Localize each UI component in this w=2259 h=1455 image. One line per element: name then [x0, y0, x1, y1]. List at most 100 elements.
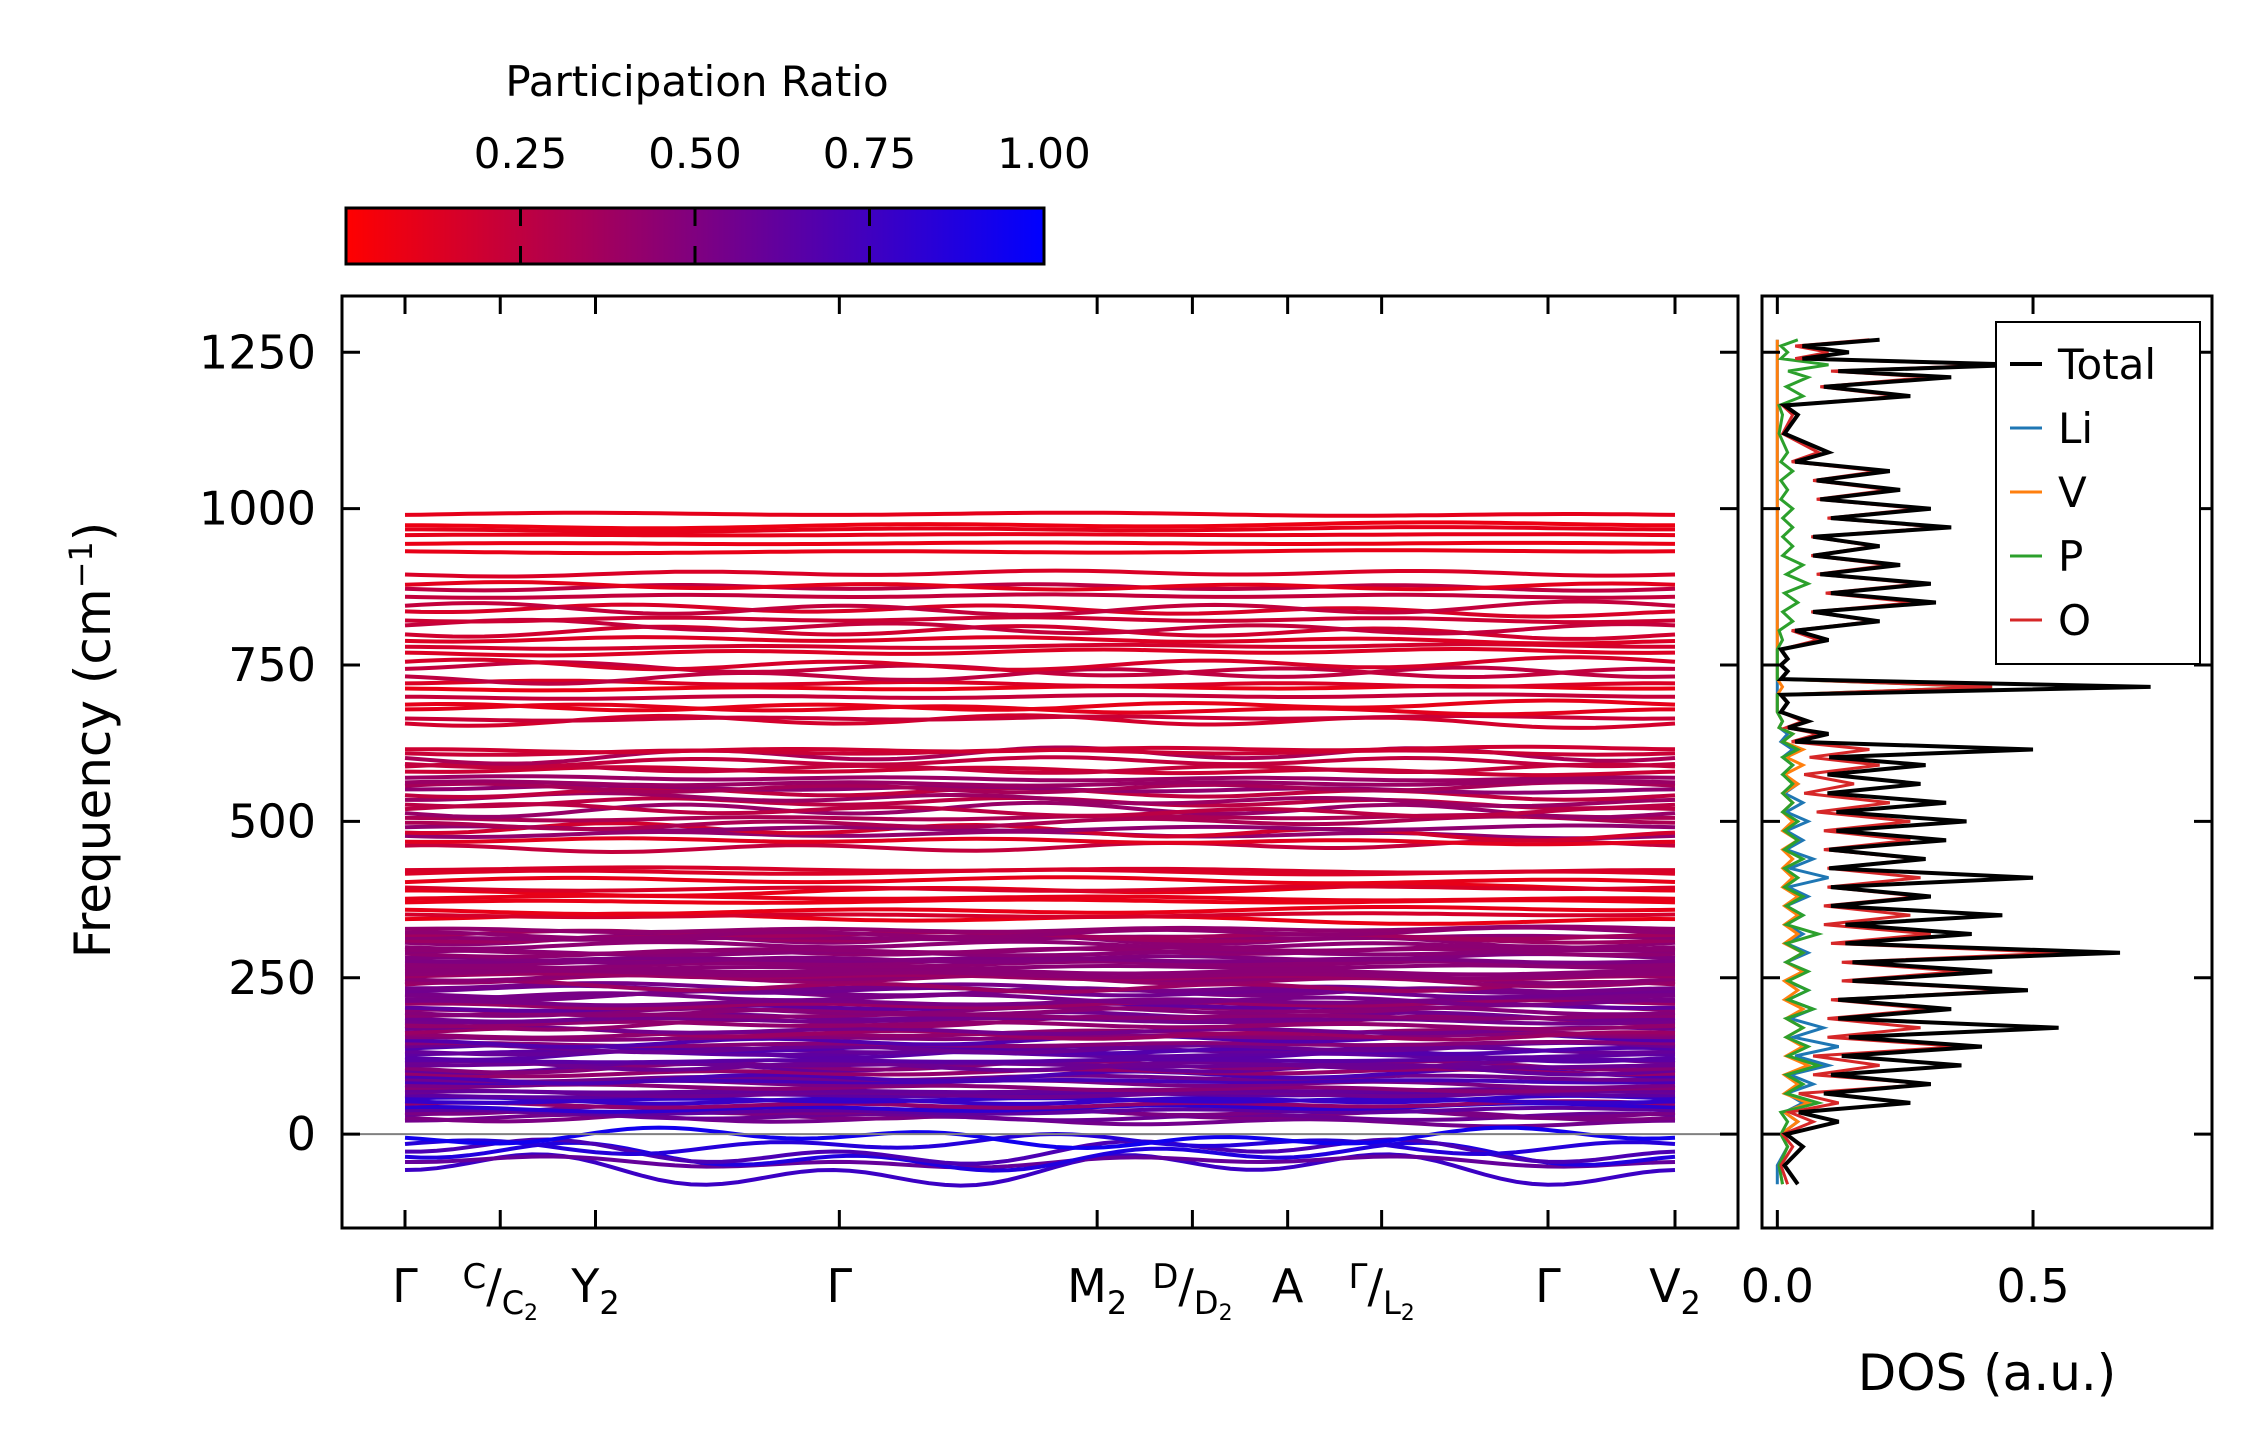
- kpath-label-sub: 2: [1401, 1301, 1415, 1326]
- y-tick-label: 1250: [199, 325, 316, 379]
- phonon-band: [405, 1154, 1676, 1170]
- phonon-band: [404, 802, 1676, 819]
- phonon-band: [404, 1003, 1676, 1018]
- dos-legend: Total Li VPO: [1995, 321, 2201, 665]
- phonon-band: [404, 865, 1675, 875]
- kpath-label-main: Γ: [1535, 1259, 1561, 1313]
- kpath-label-main: Y: [570, 1259, 600, 1313]
- dos-panel: 0.0 0.5 DOS (a.u.) Total Li VPO: [1741, 294, 2214, 1402]
- phonon-band: [404, 755, 1676, 770]
- kpath-label-upper: Γ: [1348, 1257, 1367, 1297]
- kpath-label-main: Γ: [392, 1259, 418, 1313]
- phonon-band: [404, 714, 1676, 723]
- dos-x-ticks: 0.0 0.5: [1741, 296, 2070, 1313]
- dos-curve-total: [1776, 337, 2151, 1186]
- phonon-band: [404, 875, 1676, 886]
- kpath-label-slash: /: [1178, 1259, 1194, 1313]
- phonon-band: [404, 692, 1675, 701]
- phonon-bands: [404, 510, 1676, 1188]
- legend-label: V: [2058, 468, 2087, 517]
- kpath-label-sub: 2: [1681, 1284, 1701, 1322]
- kpath-label-lower: D: [1194, 1284, 1219, 1322]
- legend-label: Total: [2057, 340, 2156, 389]
- dos-x-tick-label: 0.0: [1741, 1259, 1814, 1313]
- kpath-label: D/D2: [1152, 1257, 1232, 1326]
- y-tick-label: 1000: [199, 482, 316, 536]
- phonon-band: [404, 655, 1676, 672]
- phonon-band: [404, 642, 1676, 651]
- kpath-label-sub: 2: [1219, 1301, 1233, 1326]
- phonon-band: [404, 981, 1676, 995]
- phonon-band: [404, 617, 1676, 636]
- phonon-band: [404, 532, 1676, 538]
- kpath-label-sub: 2: [524, 1301, 538, 1326]
- phonon-band: [404, 995, 1676, 1008]
- phonon-band: [404, 778, 1676, 788]
- kpath-label-slash: /: [1367, 1259, 1383, 1313]
- phonon-band: [404, 615, 1676, 625]
- phonon-band: [404, 568, 1676, 579]
- kpath-label-lower: C: [502, 1284, 524, 1322]
- phonon-band: [404, 548, 1676, 556]
- phonon-band: [404, 698, 1676, 713]
- phonon-band: [405, 1056, 1676, 1065]
- phonon-band: [405, 525, 1675, 534]
- phonon-band: [405, 1137, 1676, 1166]
- kpath-label: Γ/L2: [1348, 1257, 1414, 1326]
- phonon-band: [404, 939, 1676, 953]
- phonon-band: [404, 955, 1676, 965]
- colorbar-tick-label: 1.00: [997, 129, 1091, 178]
- phonon-band: [404, 968, 1676, 981]
- colorbar-title: Participation Ratio: [505, 57, 888, 106]
- phonon-band: [404, 911, 1676, 920]
- phonon-band: [404, 1105, 1676, 1116]
- kpath-label: V2: [1649, 1259, 1701, 1322]
- phonon-band: [404, 1040, 1676, 1055]
- colorbar-tick-label: 0.25: [474, 129, 568, 178]
- colorbar-ticks: 0.25 0.50 0.75 1.00: [474, 129, 1091, 264]
- phonon-band: [404, 660, 1676, 680]
- phonon-band: [404, 540, 1676, 547]
- phonon-band: [404, 924, 1676, 935]
- ylabel-superscript: −1: [62, 541, 100, 588]
- phonon-band: [404, 905, 1676, 917]
- phonon-band: [404, 780, 1676, 795]
- phonon-band: [404, 1099, 1676, 1110]
- kpath-label-sub: 2: [1107, 1284, 1127, 1322]
- band-y-axis-label: Frequency (cm−1): [62, 522, 122, 959]
- kpath-label-main: M: [1067, 1259, 1107, 1313]
- phonon-band: [404, 1152, 1676, 1188]
- phonon-band: [404, 744, 1676, 755]
- y-tick-label: 250: [228, 951, 316, 1005]
- phonon-band: [404, 884, 1676, 893]
- kpath-label-sub: 2: [599, 1284, 619, 1322]
- colorbar-tick-label: 0.75: [823, 129, 917, 178]
- ylabel-close: ): [64, 522, 122, 542]
- phonon-band: [404, 821, 1676, 843]
- band-axes-frame: [340, 294, 1740, 1230]
- phonon-band: [404, 979, 1676, 995]
- phonon-band: [405, 791, 1676, 808]
- kpath-label-main: A: [1272, 1259, 1304, 1313]
- phonon-band: [404, 635, 1676, 646]
- dos-x-axis-label: DOS (a.u.): [1858, 1344, 2117, 1402]
- dos-curve-o: [1777, 338, 2064, 1185]
- y-tick-label: 750: [228, 638, 316, 692]
- dos-curve-p: [1775, 338, 1993, 1185]
- kpath-label-upper: C: [462, 1257, 486, 1297]
- phonon-band: [404, 963, 1676, 973]
- phonon-band: [404, 580, 1676, 592]
- phonon-band: [404, 774, 1676, 783]
- phonon-band: [404, 761, 1676, 775]
- kpath-label: M2: [1067, 1259, 1127, 1322]
- y-tick-label: 500: [228, 794, 316, 848]
- kpath-label-slash: /: [486, 1259, 502, 1313]
- kpath-label: Y2: [570, 1259, 619, 1322]
- phonon-band: [404, 602, 1676, 619]
- phonon-band: [404, 1057, 1676, 1073]
- legend-label: Li: [2058, 404, 2093, 453]
- phonon-band: [404, 1089, 1676, 1100]
- dos-axes-frame: [1760, 294, 2214, 1230]
- phonon-band: [404, 1027, 1676, 1040]
